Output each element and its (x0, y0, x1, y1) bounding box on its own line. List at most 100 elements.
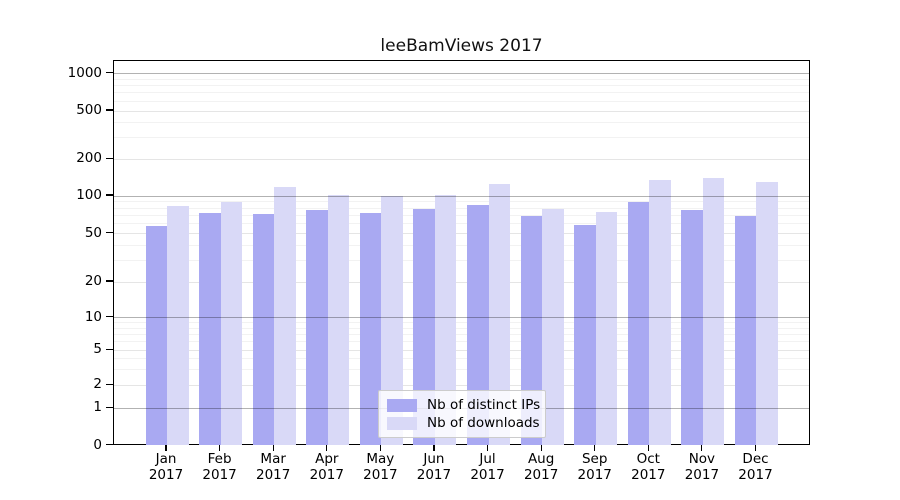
legend-item: Nb of distinct IPs (387, 396, 540, 414)
gridline (114, 358, 809, 360)
x-tick-label-dec: Dec 2017 (738, 451, 773, 483)
bar-distinct-ips-jan (145, 225, 167, 445)
y-tick-label: 5 (93, 341, 102, 358)
bar-downloads-may (381, 196, 403, 445)
gridline (114, 233, 809, 235)
bar-downloads-apr (327, 194, 350, 445)
y-axis-tick (106, 406, 113, 408)
bar-distinct-ips-nov (681, 210, 703, 445)
bar-downloads-mar (274, 186, 296, 445)
y-tick-label: 200 (76, 150, 102, 167)
x-tick-label-mar: Mar 2017 (255, 451, 291, 483)
legend: Nb of distinct IPs Nb of downloads (378, 390, 546, 438)
bar-downloads-jun (434, 194, 457, 445)
y-axis-tick (106, 316, 113, 318)
y-tick-label: 20 (84, 273, 102, 289)
y-axis-tick (106, 109, 113, 111)
gridline (114, 317, 809, 319)
bar-distinct-ips-may (359, 213, 382, 445)
x-tick-label-feb: Feb 2017 (202, 451, 237, 483)
gridline (114, 92, 809, 94)
x-axis-tick (433, 445, 435, 451)
gridline (114, 333, 809, 335)
x-axis-tick (647, 445, 649, 451)
y-axis-tick (106, 157, 113, 159)
x-tick-label-oct: Oct 2017 (631, 451, 666, 483)
bar-downloads-jan (167, 206, 189, 445)
bar-distinct-ips-feb (199, 213, 221, 445)
gridline (114, 110, 809, 112)
bar-downloads-oct (649, 180, 671, 445)
x-axis-tick (540, 445, 542, 451)
gridline (114, 201, 809, 203)
gridline (114, 322, 809, 324)
bar-distinct-ips-dec (734, 216, 757, 445)
bar-distinct-ips-apr (306, 209, 328, 445)
y-axis-tick (106, 194, 113, 196)
x-tick-label-jan: Jan 2017 (148, 451, 184, 483)
x-axis-tick (486, 445, 489, 451)
x-tick-label-sep: Sep 2017 (577, 451, 612, 483)
x-tick-label-aug: Aug 2017 (523, 451, 559, 483)
gridline (114, 78, 809, 80)
gridline (114, 369, 809, 371)
x-axis-tick (701, 445, 703, 451)
gridline (114, 341, 809, 343)
x-axis-tick (594, 445, 596, 451)
y-tick-label: 500 (76, 102, 102, 118)
gridline (114, 214, 809, 216)
y-axis-tick (106, 232, 113, 234)
bar-distinct-ips-oct (627, 201, 650, 445)
gridline (114, 195, 809, 197)
gridline (114, 85, 809, 87)
y-tick-label: 50 (84, 224, 102, 241)
gridline (114, 281, 809, 283)
gridline (114, 73, 809, 75)
gridline (114, 207, 809, 209)
chart-title: leeBamViews 2017 (380, 36, 543, 56)
legend-item: Nb of downloads (387, 414, 540, 432)
bar-distinct-ips-jul (467, 204, 489, 445)
gridline (114, 260, 809, 262)
y-tick-label: 1 (93, 399, 102, 416)
x-axis-tick (379, 445, 381, 451)
x-tick-label-jul: Jul 2017 (470, 451, 505, 483)
plot-area (113, 60, 810, 445)
legend-swatch-distinct-ips (387, 398, 417, 412)
x-tick-label-nov: Nov 2017 (684, 451, 720, 483)
bar-distinct-ips-mar (252, 213, 275, 445)
x-axis-tick (754, 445, 757, 451)
y-tick-label: 10 (84, 308, 102, 325)
bar-downloads-dec (756, 182, 778, 445)
x-axis-tick (272, 445, 274, 451)
gridline (114, 327, 809, 329)
bar-distinct-ips-jun (413, 208, 435, 445)
y-axis-tick (106, 348, 113, 350)
bar-downloads-aug (542, 208, 564, 445)
x-axis-tick (165, 445, 167, 451)
y-tick-label: 0 (93, 436, 102, 453)
bar-distinct-ips-sep (574, 224, 596, 445)
y-axis-tick (106, 280, 113, 282)
y-tick-label: 2 (93, 376, 102, 393)
y-axis-tick (106, 383, 113, 385)
gridline (114, 122, 809, 124)
gridline (114, 100, 809, 102)
gridline (114, 349, 809, 351)
y-axis-tick (106, 443, 113, 446)
gridline (114, 384, 809, 386)
gridline (114, 158, 809, 160)
y-axis-tick (106, 72, 113, 74)
y-tick-label: 100 (76, 187, 102, 203)
gridline (114, 137, 809, 139)
x-axis-tick (326, 445, 328, 451)
gridline (114, 244, 809, 246)
x-tick-label-may: May 2017 (363, 451, 398, 483)
legend-label: Nb of downloads (427, 415, 540, 431)
bar-downloads-nov (702, 178, 725, 445)
x-tick-label-jun: Jun 2017 (416, 451, 452, 483)
bar-downloads-sep (595, 211, 618, 445)
gridline (114, 223, 809, 225)
x-tick-label-apr: Apr 2017 (309, 451, 344, 483)
